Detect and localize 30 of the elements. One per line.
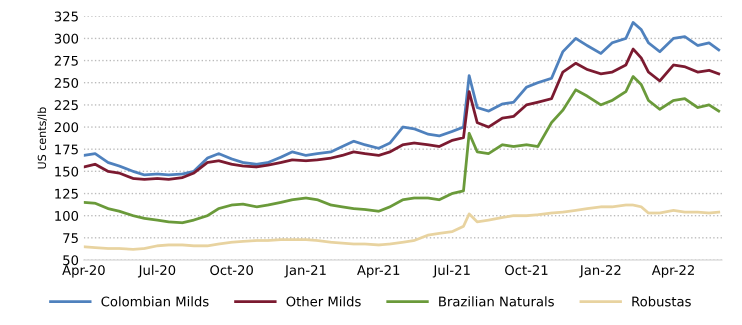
y-tick-label: 225 [54, 100, 78, 110]
y-tick-label: 300 [54, 34, 78, 44]
y-tick-label: 200 [54, 122, 78, 132]
x-tick-label: Oct-20 [210, 265, 253, 276]
y-tick-label: 325 [54, 11, 78, 22]
x-tick-label: Oct-21 [505, 265, 548, 276]
legend-label: Robustas [632, 296, 691, 306]
x-tick-label: Apr-20 [62, 265, 105, 278]
line-series [84, 21, 720, 176]
y-tick-label: 175 [55, 144, 78, 154]
line-series [84, 204, 720, 251]
legend-label: Other Milds [286, 296, 361, 306]
x-tick-label: Jul-20 [138, 264, 176, 278]
y-tick-label: 75 [63, 233, 78, 244]
y-tick-label: 125 [55, 188, 78, 199]
x-tick-label: Apr-22 [652, 265, 694, 278]
legend-label: Colombian Milds [101, 296, 209, 306]
y-tick-label: 250 [54, 78, 78, 88]
y-tick-label: 275 [54, 56, 78, 66]
y-tick-label: 100 [55, 210, 78, 221]
y-tick-label: 50 [63, 255, 78, 266]
legend-label: Brazilian Naturals [439, 296, 554, 306]
y-axis-title: US cents/lb [37, 107, 47, 169]
x-tick-label: Jan-22 [579, 265, 620, 278]
x-tick-label: Jul-21 [432, 264, 470, 278]
line-series [84, 48, 720, 181]
y-tick-label: 150 [55, 166, 78, 177]
line-series [84, 75, 720, 224]
x-tick-label: Apr-21 [357, 265, 400, 278]
x-tick-label: Jan-21 [284, 265, 326, 278]
